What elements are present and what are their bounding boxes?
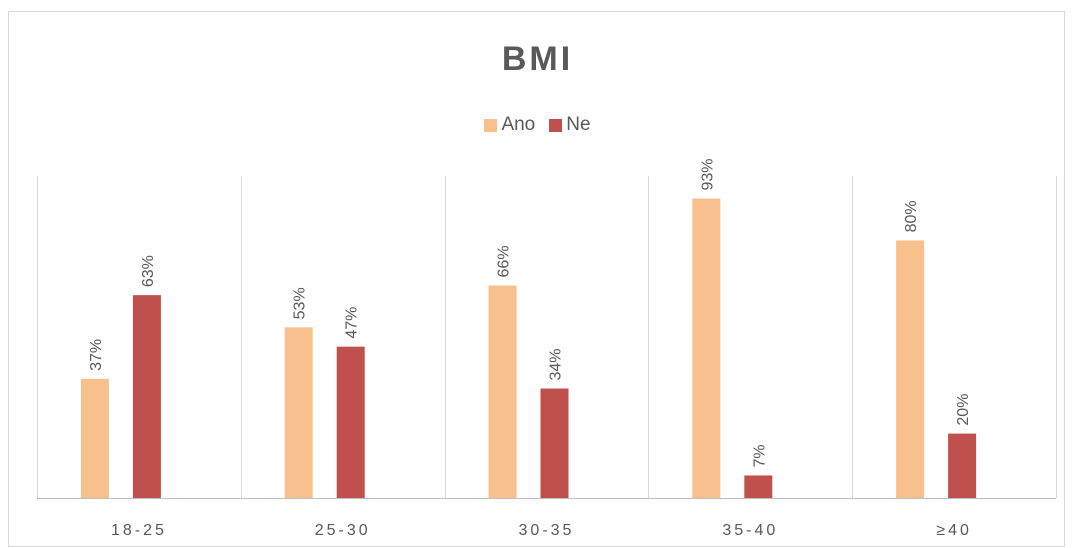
bar-ne-3 — [744, 475, 773, 498]
data-label-ano-4: 80% — [903, 200, 920, 232]
x-tick-label: 18-25 — [111, 522, 167, 539]
data-label-ano-1: 53% — [292, 287, 309, 319]
x-tick-label: 25-30 — [315, 522, 371, 539]
data-label-ne-4: 20% — [955, 394, 972, 426]
bar-ano-0 — [80, 378, 109, 498]
x-tick-label: 30-35 — [519, 522, 575, 539]
bar-ano-4 — [896, 240, 925, 498]
x-tick-label: 35-40 — [722, 522, 778, 539]
bar-ne-1 — [336, 346, 365, 498]
chart-frame — [8, 11, 1065, 547]
data-label-ne-1: 47% — [344, 307, 361, 339]
chart-title: BMI — [501, 40, 574, 78]
legend: Ano Ne — [0, 114, 1075, 136]
x-tick-label: ≥40 — [936, 522, 972, 539]
data-label-ne-3: 7% — [751, 444, 768, 467]
legend-label-ne: Ne — [566, 114, 591, 135]
legend-swatch-ne — [549, 118, 563, 132]
bar-ano-2 — [488, 285, 517, 498]
legend-label-ano: Ano — [501, 114, 536, 135]
bar-ano-1 — [284, 327, 313, 498]
legend-item-ne: Ne — [549, 114, 591, 136]
data-label-ano-3: 93% — [699, 159, 716, 191]
legend-item-ano: Ano — [484, 114, 535, 136]
data-label-ne-2: 34% — [548, 348, 565, 380]
bar-ne-2 — [540, 388, 569, 498]
bar-ano-3 — [692, 198, 721, 499]
bar-ne-0 — [132, 295, 161, 498]
data-label-ne-0: 63% — [140, 255, 157, 287]
bar-ne-4 — [948, 433, 977, 498]
data-label-ano-0: 37% — [88, 339, 105, 371]
legend-swatch-ano — [484, 118, 498, 132]
data-label-ano-2: 66% — [496, 245, 513, 277]
